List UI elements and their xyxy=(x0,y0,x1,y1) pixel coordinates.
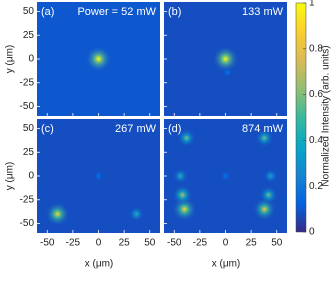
colorbar-tick-label: 0.6 xyxy=(309,89,323,100)
intensity-spot xyxy=(172,184,193,206)
panel-annotation: 267 mW xyxy=(115,123,157,135)
x-tick-label: 50 xyxy=(271,238,283,249)
y-tick-label: 0 xyxy=(28,171,34,182)
panel-annotation: Power = 52 mW xyxy=(77,6,156,18)
x-axis-label: x (μm) xyxy=(85,259,114,270)
colorbar-tick-label: 1 xyxy=(309,0,315,9)
panel-label: (b) xyxy=(168,6,181,18)
y-tick-label: -50 xyxy=(20,101,35,112)
intensity-spot xyxy=(45,201,70,227)
intensity-spot xyxy=(255,128,274,148)
intensity-spot xyxy=(85,46,112,72)
intensity-spot xyxy=(222,67,233,78)
x-tick-label: 50 xyxy=(144,238,156,249)
panel-label: (c) xyxy=(41,123,54,135)
panel-annotation: 133 mW xyxy=(242,6,284,18)
x-axis-label: x (μm) xyxy=(212,259,241,270)
colorbar-tick-label: 0.4 xyxy=(309,135,323,146)
panel xyxy=(37,119,160,233)
intensity-spot xyxy=(220,170,231,182)
panel xyxy=(37,2,160,116)
colorbar-tick-label: 0.2 xyxy=(309,181,323,192)
intensity-spot xyxy=(259,185,278,205)
y-tick-label: -25 xyxy=(20,194,35,205)
colorbar-tick-label: 0 xyxy=(309,227,315,238)
x-tick-label: -25 xyxy=(66,238,81,249)
y-tick-label: 25 xyxy=(23,147,35,158)
y-tick-label: -25 xyxy=(20,77,35,88)
x-tick-label: -50 xyxy=(40,238,55,249)
y-tick-label: 50 xyxy=(23,123,35,134)
intensity-spot xyxy=(93,170,104,182)
x-tick-label: 25 xyxy=(119,238,131,249)
x-tick-label: 0 xyxy=(96,238,102,249)
intensity-spot xyxy=(128,206,145,222)
x-tick-label: -50 xyxy=(167,238,182,249)
y-axis-label: y (μm) xyxy=(5,45,16,74)
panel-label: (a) xyxy=(41,6,54,18)
x-tick-label: -25 xyxy=(193,238,208,249)
y-tick-label: 25 xyxy=(23,30,35,41)
y-tick-label: 0 xyxy=(28,54,34,65)
intensity-spot xyxy=(263,168,278,184)
intensity-spot xyxy=(212,45,239,73)
colorbar xyxy=(295,2,307,233)
panel-annotation: 874 mW xyxy=(242,123,284,135)
intensity-spot xyxy=(177,128,196,148)
panel xyxy=(164,119,287,233)
intensity-spot xyxy=(172,168,189,184)
y-axis-label: y (μm) xyxy=(5,162,16,191)
y-tick-label: 50 xyxy=(23,6,35,17)
colorbar-tick-label: 0.8 xyxy=(309,43,323,54)
colorbar-label: Normalized Intensity (arb. units) xyxy=(321,45,332,186)
x-tick-label: 0 xyxy=(223,238,229,249)
panel xyxy=(164,2,287,116)
panel-label: (d) xyxy=(168,123,181,135)
x-tick-label: 25 xyxy=(246,238,258,249)
y-tick-label: -50 xyxy=(20,218,35,229)
